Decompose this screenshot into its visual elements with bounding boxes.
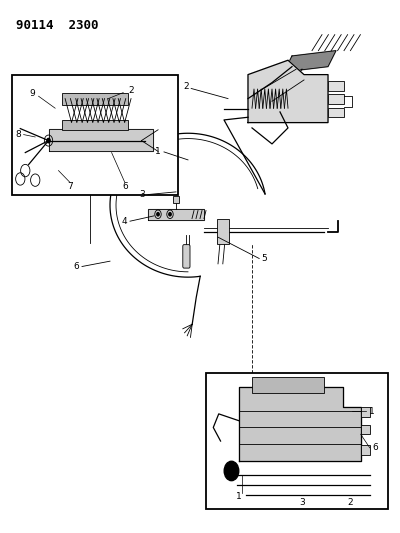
FancyBboxPatch shape xyxy=(183,245,190,268)
Text: 3: 3 xyxy=(300,498,305,507)
Text: 4: 4 xyxy=(121,217,127,225)
Bar xyxy=(62,93,128,104)
Text: 7: 7 xyxy=(67,182,73,191)
Polygon shape xyxy=(48,128,153,151)
Text: 6: 6 xyxy=(372,443,378,453)
Polygon shape xyxy=(284,51,336,72)
Polygon shape xyxy=(239,387,361,462)
Text: 2: 2 xyxy=(347,498,352,507)
Circle shape xyxy=(157,213,159,216)
FancyBboxPatch shape xyxy=(328,108,344,117)
Text: 6: 6 xyxy=(122,182,128,191)
Bar xyxy=(173,196,179,203)
Text: 8: 8 xyxy=(16,130,22,139)
Bar xyxy=(206,373,388,509)
Text: 3: 3 xyxy=(139,190,145,199)
Polygon shape xyxy=(148,209,204,220)
Text: 1: 1 xyxy=(236,492,242,501)
FancyBboxPatch shape xyxy=(328,81,344,91)
Text: 1: 1 xyxy=(369,407,374,416)
Bar xyxy=(12,75,178,195)
Polygon shape xyxy=(248,60,328,123)
FancyBboxPatch shape xyxy=(252,377,324,393)
Bar xyxy=(361,425,370,434)
Circle shape xyxy=(47,139,50,143)
FancyBboxPatch shape xyxy=(217,219,229,244)
Text: 90114  2300: 90114 2300 xyxy=(16,19,98,31)
Circle shape xyxy=(224,461,239,481)
Bar xyxy=(62,120,128,130)
Text: 2: 2 xyxy=(183,82,189,91)
Bar xyxy=(361,407,370,417)
Text: 9: 9 xyxy=(29,90,35,98)
Text: 2: 2 xyxy=(129,86,134,95)
Text: 5: 5 xyxy=(261,254,267,263)
Circle shape xyxy=(169,213,171,216)
Text: 6: 6 xyxy=(73,262,79,271)
Text: 1: 1 xyxy=(155,148,161,156)
Bar xyxy=(361,445,370,455)
FancyBboxPatch shape xyxy=(328,94,344,104)
